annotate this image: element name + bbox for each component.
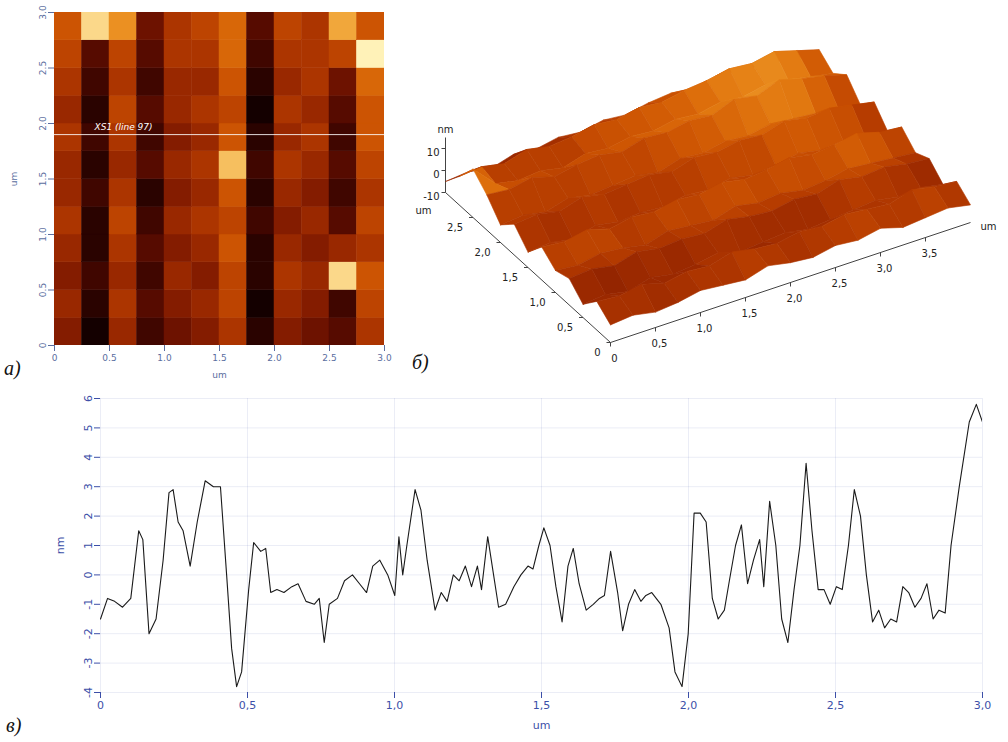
svg-text:0.5: 0.5	[38, 283, 48, 297]
svg-text:2,5: 2,5	[447, 222, 463, 233]
svg-text:0,5: 0,5	[557, 322, 573, 333]
svg-text:3,5: 3,5	[922, 248, 938, 259]
svg-text:nm: nm	[54, 537, 67, 555]
html-text:б): б)	[412, 351, 429, 373]
svg-text:1,0: 1,0	[530, 297, 546, 308]
svg-text:3,0: 3,0	[877, 263, 893, 274]
svg-text:2: 2	[82, 513, 95, 520]
svg-text:nm: nm	[437, 124, 453, 135]
svg-text:0,5: 0,5	[239, 699, 257, 712]
svg-text:1,5: 1,5	[502, 272, 518, 283]
html-text:а): а)	[4, 357, 21, 379]
svg-text:3: 3	[82, 483, 95, 490]
svg-text:2,0: 2,0	[475, 247, 491, 258]
svg-text:2,5: 2,5	[832, 278, 848, 289]
svg-text:0: 0	[433, 169, 439, 180]
svg-text:0: 0	[38, 342, 48, 348]
svg-text:5: 5	[82, 424, 95, 431]
svg-text:3,0: 3,0	[974, 699, 992, 712]
svg-text:2,0: 2,0	[680, 699, 698, 712]
svg-text:0: 0	[97, 699, 104, 712]
svg-text:um: um	[981, 221, 997, 232]
svg-text:um: um	[212, 370, 226, 380]
svg-text:2.0: 2.0	[38, 116, 48, 131]
svg-text:0.5: 0.5	[102, 353, 116, 363]
svg-text:1.0: 1.0	[38, 227, 48, 242]
svg-text:0,5: 0,5	[652, 338, 668, 349]
svg-text:6: 6	[82, 395, 95, 402]
svg-text:um: um	[533, 719, 551, 732]
svg-text:1,0: 1,0	[386, 699, 404, 712]
svg-text:1.5: 1.5	[212, 353, 226, 363]
svg-text:1: 1	[82, 542, 95, 549]
svg-text:4: 4	[82, 454, 95, 461]
svg-text:2.5: 2.5	[322, 353, 336, 363]
svg-text:0: 0	[594, 347, 600, 358]
svg-text:-10: -10	[423, 191, 439, 202]
svg-text:0: 0	[52, 353, 58, 363]
svg-text:um: um	[9, 172, 19, 186]
html-text:в): в)	[6, 714, 22, 736]
svg-text:1,5: 1,5	[533, 699, 551, 712]
svg-text:2.0: 2.0	[267, 353, 282, 363]
svg-text:-3: -3	[82, 658, 95, 669]
svg-text:-2: -2	[82, 628, 95, 639]
svg-text:1.0: 1.0	[157, 353, 172, 363]
svg-text:2,5: 2,5	[827, 699, 845, 712]
svg-text:0: 0	[611, 353, 617, 364]
svg-text:2,0: 2,0	[787, 293, 803, 304]
svg-text:10: 10	[427, 147, 440, 158]
svg-text:0: 0	[82, 571, 95, 578]
svg-text:-1: -1	[82, 599, 95, 610]
svg-text:1,5: 1,5	[742, 308, 758, 319]
svg-text:1,0: 1,0	[697, 323, 713, 334]
svg-text:um: um	[415, 205, 431, 216]
svg-text:3.0: 3.0	[377, 353, 392, 363]
svg-text:XS1 (line 97): XS1 (line 97)	[94, 122, 153, 132]
svg-text:2.5: 2.5	[38, 61, 48, 75]
svg-text:1.5: 1.5	[38, 172, 48, 186]
svg-text:3.0: 3.0	[38, 5, 48, 20]
svg-text:-4: -4	[82, 687, 95, 698]
